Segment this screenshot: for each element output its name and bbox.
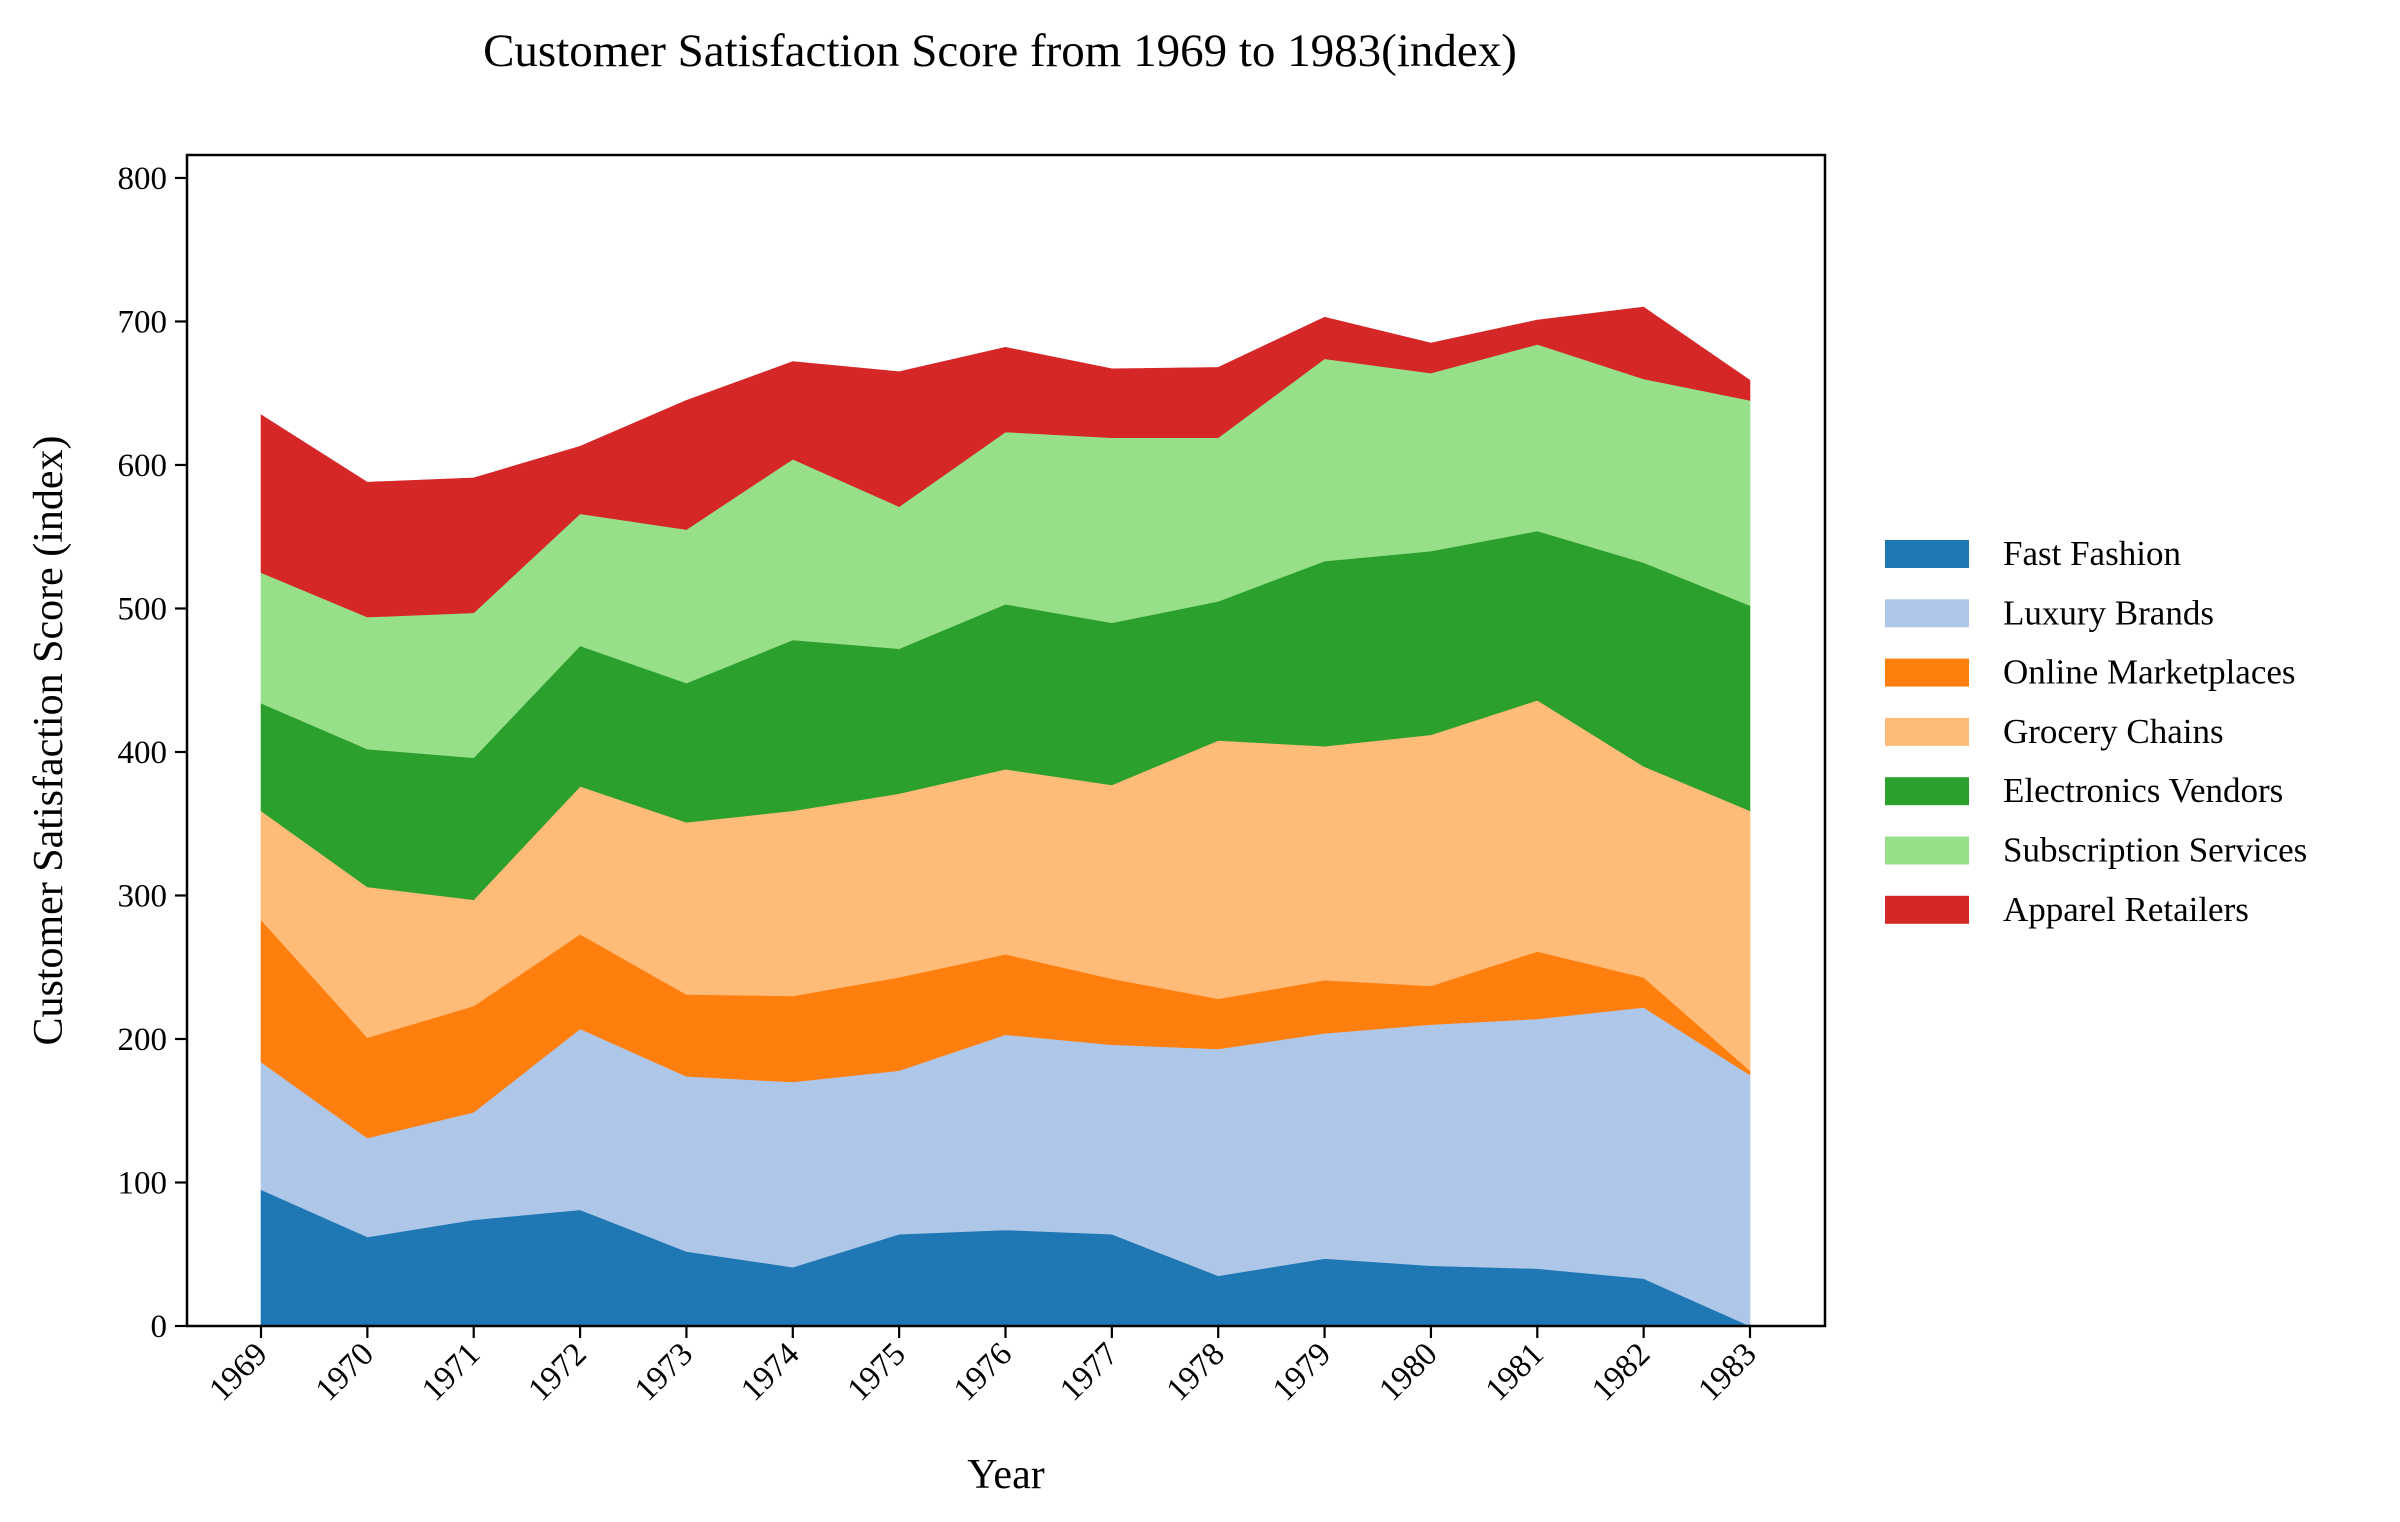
- legend-label: Online Marketplaces: [2003, 653, 2296, 692]
- x-tick-label: 1982: [1585, 1336, 1657, 1408]
- legend-swatch: [1885, 836, 1969, 865]
- y-tick-label: 500: [118, 591, 168, 627]
- x-tick-label: 1981: [1479, 1336, 1551, 1408]
- plot-frame: [185, 153, 1827, 1328]
- y-tick-label: 300: [118, 878, 168, 914]
- chart-title: Customer Satisfaction Score from 1969 to…: [483, 25, 1517, 77]
- legend-swatch: [1885, 717, 1969, 746]
- x-tick-label: 1978: [1160, 1336, 1232, 1408]
- legend-label: Luxury Brands: [2003, 593, 2214, 632]
- x-tick-label: 1973: [628, 1336, 700, 1408]
- x-tick-label: 1976: [947, 1336, 1019, 1408]
- x-tick-label: 1974: [734, 1336, 806, 1408]
- x-tick-label: 1975: [841, 1336, 913, 1408]
- x-axis-label: Year: [967, 1452, 1044, 1498]
- y-tick-label: 0: [151, 1309, 168, 1345]
- x-tick-label: 1977: [1053, 1336, 1125, 1408]
- legend-swatch: [1885, 658, 1969, 687]
- legend: Fast Fashion Luxury Brands Online Marketpl…: [1885, 534, 2307, 929]
- y-tick-label: 600: [118, 448, 168, 484]
- x-tick-label: 1969: [203, 1336, 275, 1408]
- legend-swatch: [1885, 599, 1969, 628]
- x-tick-label: 1971: [415, 1336, 487, 1408]
- x-tick-label: 1970: [309, 1336, 381, 1408]
- y-axis-label: Customer Satisfaction Score (index): [26, 435, 72, 1045]
- legend-swatch: [1885, 895, 1969, 924]
- legend-label: Subscription Services: [2003, 831, 2307, 870]
- x-tick-label: 1983: [1692, 1336, 1764, 1408]
- y-tick-label: 800: [118, 161, 168, 197]
- x-tick-label: 1972: [522, 1336, 594, 1408]
- area-layers: [260, 306, 1751, 1327]
- y-axis: 0 100 200 300 400 500 600 700 800: [118, 161, 187, 1345]
- area-series-apparel-retailers: [260, 306, 1751, 618]
- x-tick-label: 1979: [1266, 1336, 1338, 1408]
- legend-swatch: [1885, 540, 1969, 568]
- legend-label: Electronics Vendors: [2003, 771, 2283, 810]
- legend-swatch: [1885, 777, 1969, 806]
- legend-label: Apparel Retailers: [2003, 890, 2249, 929]
- x-tick-label: 1980: [1372, 1336, 1444, 1408]
- y-tick-label: 200: [118, 1022, 168, 1058]
- y-tick-label: 400: [118, 735, 168, 771]
- legend-label: Grocery Chains: [2003, 712, 2224, 751]
- legend-label: Fast Fashion: [2003, 534, 2181, 573]
- y-tick-label: 700: [118, 304, 168, 340]
- x-axis: 1969 1970 1971 1972 1973 1974 1975 1976 1977 1978…: [203, 1326, 1764, 1408]
- y-tick-label: 100: [118, 1165, 168, 1201]
